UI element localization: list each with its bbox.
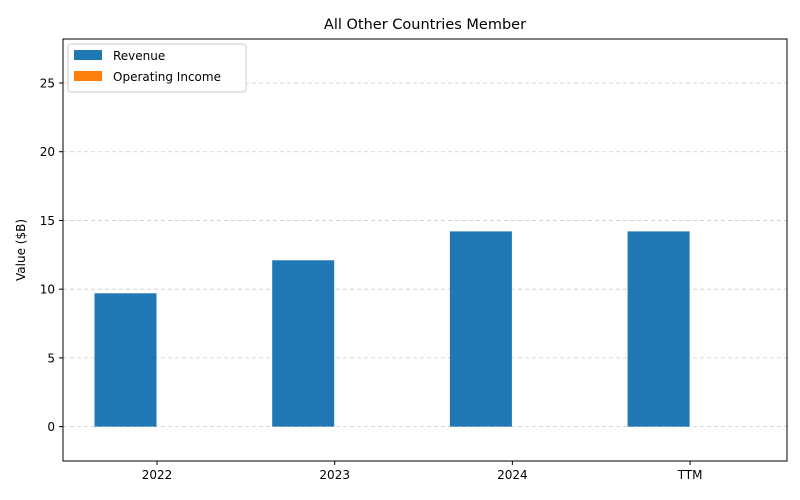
- y-tick-label: 10: [40, 283, 55, 297]
- legend: Revenue Operating Income: [67, 43, 247, 93]
- x-tick-label: 2022: [142, 468, 173, 482]
- x-axis: 2022 2023 2024 TTM: [142, 461, 703, 482]
- y-axis-label: Value ($B): [14, 219, 28, 281]
- bar-revenue-2023: [272, 260, 335, 427]
- bar-revenue-2022: [94, 293, 157, 427]
- bars: [94, 231, 690, 427]
- plot-frame: [62, 38, 788, 462]
- y-tick-label: 20: [40, 145, 55, 159]
- legend-swatch: [74, 71, 102, 81]
- y-tick-label: 25: [40, 76, 55, 90]
- y-axis: 0 5 10 15 20 25: [40, 76, 63, 434]
- chart-title: All Other Countries Member: [324, 17, 526, 33]
- legend-swatch: [74, 50, 102, 60]
- legend-box: [67, 43, 247, 93]
- legend-label: Revenue: [113, 49, 165, 63]
- y-tick-label: 15: [40, 214, 55, 228]
- y-tick-label: 0: [47, 420, 55, 434]
- bar-revenue-ttm: [627, 231, 690, 427]
- x-tick-label: 2024: [497, 468, 528, 482]
- legend-label: Operating Income: [113, 70, 221, 84]
- y-tick-label: 5: [47, 351, 55, 365]
- x-tick-label: TTM: [677, 468, 703, 482]
- bar-revenue-2024: [449, 231, 512, 427]
- x-tick-label: 2023: [319, 468, 350, 482]
